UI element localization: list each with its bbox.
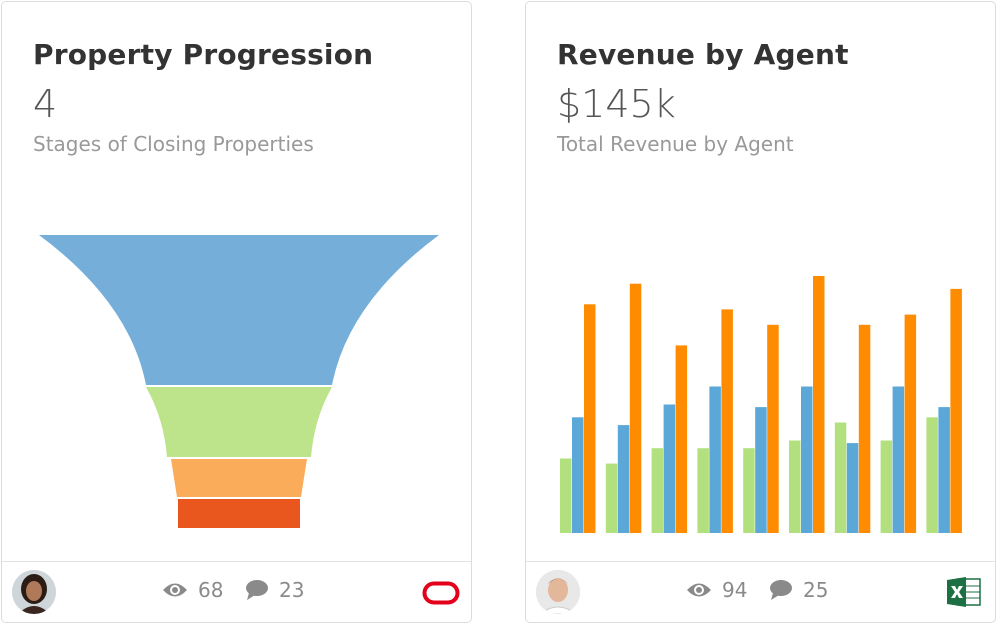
funnel-stage-4 [178,499,300,528]
eye-icon [687,583,711,597]
bar-group-6-series-1 [789,440,801,533]
avatar[interactable] [12,570,56,614]
bar-group-8-series-2 [892,386,905,533]
funnel-chart [2,192,471,552]
bar-group-5-series-2 [755,407,767,533]
comments-count: 25 [803,578,829,602]
oracle-logo-icon [422,581,460,609]
bar-group-4-series-3 [721,309,733,533]
bar-group-4-series-2 [709,386,721,533]
bar-chart [526,192,995,552]
bar-group-7-series-2 [846,443,859,533]
bar-group-3-series-1 [651,448,664,533]
views-stat: 94 [686,578,747,602]
bar-group-9-series-3 [950,288,962,533]
avatar[interactable] [536,570,580,614]
revenue-by-agent-card[interactable]: Revenue by Agent $145k Total Revenue by … [525,1,996,623]
bar-group-9-series-2 [938,407,950,533]
bar-group-5-series-3 [767,324,779,533]
bar-group-2-series-2 [617,425,630,533]
card-metric: $145k [557,82,676,126]
views-count: 94 [722,578,748,602]
bar-group-1-series-1 [560,458,572,533]
bar-group-2-series-3 [629,283,642,533]
funnel-stage-2 [146,387,332,457]
excel-logo-icon [946,576,982,612]
card-title: Revenue by Agent [557,38,849,71]
bar-group-7-series-1 [834,422,847,533]
views-count: 68 [198,578,224,602]
card-footer: 68 23 [2,561,471,622]
property-progression-card[interactable]: Property Progression 4 Stages of Closing… [1,1,472,623]
bar-group-3-series-2 [663,404,676,533]
funnel-stage-1 [39,235,439,385]
bar-group-2-series-1 [605,463,618,533]
bar-group-7-series-3 [858,324,871,533]
bar-group-5-series-1 [743,448,755,533]
eye-icon [163,583,187,597]
card-metric: 4 [33,82,58,126]
card-title: Property Progression [33,38,374,71]
bar-group-4-series-1 [697,448,709,533]
card-subtitle: Total Revenue by Agent [557,132,794,156]
card-footer: 94 25 [526,561,995,622]
card-subtitle: Stages of Closing Properties [33,132,314,156]
bar-group-8-series-3 [904,314,917,533]
comments-count: 23 [279,578,305,602]
bar-group-3-series-3 [675,345,688,533]
bar-group-6-series-2 [801,386,813,533]
bar-group-9-series-1 [926,417,938,533]
comment-icon [246,580,268,600]
comment-icon [770,580,792,600]
comments-stat: 23 [245,578,304,602]
comments-stat: 25 [769,578,828,602]
bar-group-1-series-2 [572,417,584,533]
funnel-stage-3 [171,459,307,497]
bar-group-6-series-3 [813,276,825,533]
bar-group-8-series-1 [880,440,893,533]
views-stat: 68 [162,578,223,602]
bar-group-1-series-3 [584,304,596,533]
